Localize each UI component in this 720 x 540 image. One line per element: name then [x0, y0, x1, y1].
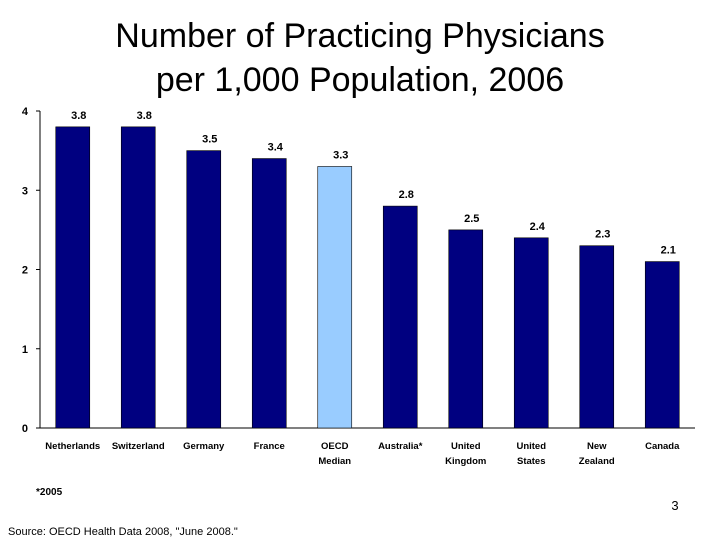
- page-number: 3: [671, 498, 679, 513]
- category-label-8-0: New: [587, 441, 607, 452]
- bar-value-label-4: 3.3: [333, 149, 348, 161]
- category-label-1-0: Switzerland: [112, 441, 165, 452]
- bar-2: [186, 150, 222, 429]
- bar-value-label-0: 3.8: [71, 110, 86, 122]
- bar-5: [382, 205, 418, 429]
- category-label-7-0: United: [516, 441, 546, 452]
- footnote: *2005: [36, 487, 63, 498]
- y-tick-label-3: 3: [22, 185, 28, 197]
- y-tick-label-4: 4: [22, 106, 29, 118]
- category-label-6-0: United: [451, 441, 481, 452]
- source-note: Source: OECD Health Data 2008, "June 200…: [8, 526, 238, 538]
- bar-6: [448, 229, 484, 429]
- y-tick-label-2: 2: [22, 265, 28, 277]
- bar-7: [513, 237, 549, 429]
- bar-value-label-6: 2.5: [464, 213, 479, 225]
- bar-value-label-8: 2.3: [595, 229, 610, 241]
- chart-title-line-1: Number of Practicing Physicians: [115, 17, 605, 55]
- y-tick-label-0: 0: [22, 423, 28, 435]
- bar-value-label-9: 2.1: [661, 245, 676, 257]
- category-label-9-0: Canada: [645, 441, 680, 452]
- bar-0: [55, 126, 91, 429]
- bar-value-label-2: 3.5: [202, 134, 217, 146]
- bar-value-label-3: 3.4: [268, 142, 284, 154]
- chart-title-line-2: per 1,000 Population, 2006: [155, 61, 565, 99]
- category-label-7-1: States: [517, 456, 546, 467]
- category-label-0-0: Netherlands: [45, 441, 100, 452]
- bar-value-label-1: 3.8: [137, 110, 152, 122]
- y-tick-label-1: 1: [22, 344, 28, 356]
- category-label-6-1: Kingdom: [445, 456, 486, 467]
- bar-4: [317, 166, 353, 429]
- bar-3: [251, 158, 287, 429]
- category-label-4-0: OECD: [321, 441, 349, 452]
- category-label-2-0: Germany: [183, 441, 225, 452]
- category-label-3-0: France: [254, 441, 285, 452]
- category-label-4-1: Median: [318, 456, 351, 467]
- bar-9: [644, 261, 680, 429]
- category-label-8-1: Zealand: [579, 456, 615, 467]
- category-label-5-0: Australia*: [378, 441, 423, 452]
- chart-title: Number of Practicing Physicians per 1,00…: [60, 14, 660, 102]
- bar-value-label-5: 2.8: [399, 189, 414, 201]
- bar-value-label-7: 2.4: [530, 221, 546, 233]
- bar-8: [579, 245, 615, 429]
- bar-1: [120, 126, 156, 429]
